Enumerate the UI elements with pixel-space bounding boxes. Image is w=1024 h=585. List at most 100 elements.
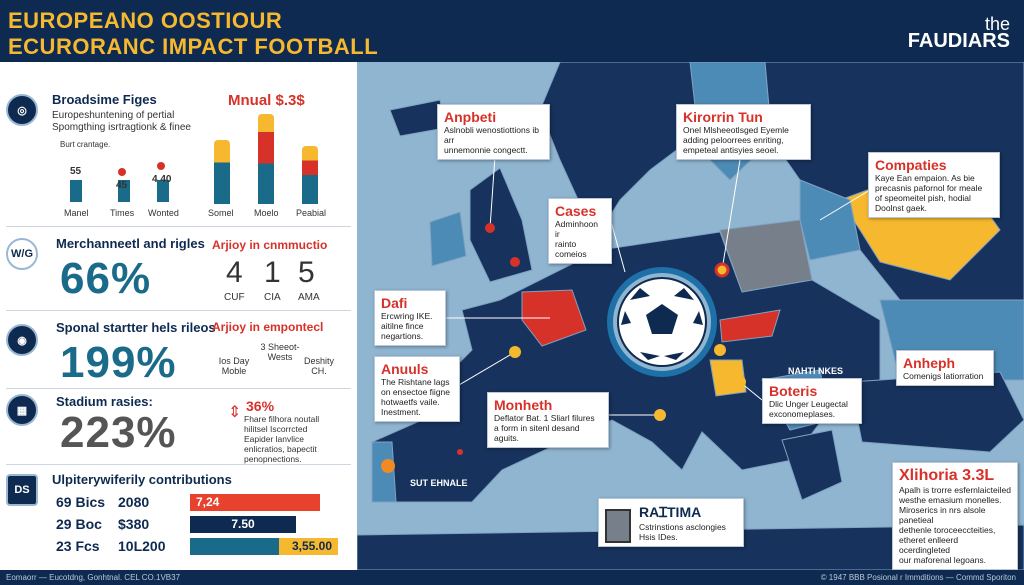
row-value: $380 <box>118 516 150 532</box>
change: 36% <box>246 398 275 414</box>
callout-title: Cases <box>555 203 597 219</box>
callout: Cases Adminhoon ir rainto comeios <box>548 198 612 264</box>
callout-line: Miroserics in nrs alsole panetieal <box>899 505 986 525</box>
markers <box>381 223 746 473</box>
arrow: ⇕ <box>228 404 242 421</box>
row-label: 69 Bics <box>56 494 106 510</box>
digit: 4 <box>226 256 243 289</box>
left-panel: ◎ Broadsime Figes Europeshuntening of pe… <box>0 62 357 570</box>
label: CUF <box>224 292 245 303</box>
label: Peabial <box>296 208 327 218</box>
callout-line: Onel Mlsheeotlsged Eyemle <box>683 125 789 135</box>
callout-line: of speomeitel pish, hodial <box>875 193 971 203</box>
map-label: NAHTI NKES <box>788 366 844 376</box>
label: Manel <box>64 208 89 218</box>
section-title: Broadsime Figes <box>52 92 157 107</box>
section-title: Merchanneetl and rigles <box>56 236 205 251</box>
note-line: Eapider lanvlice <box>244 434 305 444</box>
row-bar: 7,24 <box>190 494 320 511</box>
section-title: Ulpiterywiferily contributions <box>52 472 232 487</box>
callout-title: Dafi <box>381 295 408 311</box>
title-line: EUROPEANO OOSTIOUR <box>8 8 283 33</box>
callout-line: hotwaetfs vaile. <box>381 397 440 407</box>
callout-line: Adminhoon ir <box>555 219 599 239</box>
value: 45 <box>116 180 128 191</box>
row-label: 23 Fcs <box>56 538 100 554</box>
callout: Anpbeti Aslnobli wenostiottions ib arr unn… <box>437 104 550 160</box>
callout-line: Ercwring IKE. <box>381 311 433 321</box>
callout-line: a form in sitenl desand aguits. <box>494 423 580 443</box>
brand-small: the <box>984 14 1010 34</box>
callout-line: precasnis pafornol for meale <box>875 183 983 193</box>
callout-line: Cstrinstions asclongies <box>639 522 726 532</box>
callout: Xlihoria 3.3L Apalh is trorre esfernlaict… <box>892 462 1018 570</box>
connectors <box>446 155 871 416</box>
note-line: penopnections. <box>244 454 302 464</box>
callout: Kirorrin Tun Onel Mlsheeotlsged Eyemle add… <box>676 104 811 160</box>
football <box>607 267 717 377</box>
icon: ◎ <box>6 94 38 126</box>
callout-line: adding peloorrees enriting, <box>683 135 784 145</box>
note-line: hilitsel Iscorrcted <box>244 424 308 434</box>
bar <box>70 180 82 202</box>
callout-line: exconomeplases. <box>769 409 836 419</box>
callout-line: rainto comeios <box>555 239 587 259</box>
icon: W/G <box>6 238 38 270</box>
divider <box>6 388 351 389</box>
callout-line: empeteal antisyies seoel. <box>683 145 779 155</box>
text: Europeshuntening of pertial <box>52 110 175 121</box>
brand: FAUDIARS <box>907 30 1010 52</box>
bar <box>302 146 318 204</box>
callout-title: Anuuls <box>381 361 429 377</box>
footer-right: © 1947 BBB Posional r Immditions — Commd… <box>820 573 1016 582</box>
row-value: 10L200 <box>118 538 166 554</box>
footer-left: Eomaorr — Eucotdng, Gonhtnal. CEL CO.1VB… <box>6 573 181 582</box>
callout: Compaties Kaye Ean empaion. As bie precasn… <box>868 152 1000 218</box>
sub-title: Arjioy in empontecl <box>212 320 324 334</box>
callout: RAꞮTIMA Cstrinstions asclongies Hsis IDes. <box>598 498 744 547</box>
callout-title: Kirorrin Tun <box>683 109 763 125</box>
big-number: 199% <box>60 338 177 387</box>
note: Fhare filhora noutall hilitsel Iscorrcte… <box>244 414 319 464</box>
callout-line: on ensectoe fiigne <box>381 387 450 397</box>
icon: ▦ <box>6 394 38 426</box>
callout-line: Inestment. <box>381 407 421 417</box>
map-label: SUT EHNALE <box>410 478 468 488</box>
row-label: 29 Boc <box>56 516 102 532</box>
item: 3 Sheeot- Wests <box>260 342 300 362</box>
callout-line: our maforenal legoans. <box>899 555 986 565</box>
note-line: Fhare filhora noutall <box>244 414 320 424</box>
dot <box>118 168 126 176</box>
callout-line: Doolnst gaek. <box>875 203 927 213</box>
callout-line: Dlic Unger Leugectal <box>769 399 848 409</box>
callout: Anheph Comenigs latiorration <box>896 350 994 386</box>
dot <box>157 162 165 170</box>
chart-title: Mnual $.3$ <box>228 92 305 109</box>
callout-line: Deflator Bat. 1 Sliarl filures <box>494 413 595 423</box>
callout-line: The Rishtane lags <box>381 377 450 387</box>
label: AMA <box>298 292 320 303</box>
value: 4 40 <box>152 174 172 185</box>
row-bar: 7.50 <box>190 516 296 533</box>
footer: Eomaorr — Eucotdng, Gonhtnal. CEL CO.1VB… <box>0 570 1024 585</box>
callout-line: Kaye Ean empaion. As bie <box>875 173 975 183</box>
callout-line: Apalh is trorre esfernlaicteiled <box>899 485 1011 495</box>
label: Moelo <box>254 208 279 218</box>
callout-line: etheret enlleerd ocerdingleted <box>899 535 959 555</box>
big-number: 223% <box>60 408 177 457</box>
callout: Anuuls The Rishtane lags on ensectoe fiign… <box>374 356 460 422</box>
callout-line: Comenigs latiorration <box>903 371 984 381</box>
divider <box>6 310 351 311</box>
section-title: Stadium rasies: <box>56 394 153 409</box>
divider <box>6 226 351 227</box>
callout: Dafi Ercwring IKE. aitilne fince negartions… <box>374 290 446 346</box>
callout-line: Hsis IDes. <box>639 532 678 542</box>
sub-title: Arjioy in cnmmuctio <box>212 238 328 252</box>
callout-title: RAꞮTIMA <box>639 504 702 520</box>
callout-title: Boteris <box>769 383 818 399</box>
caption: Burt crantage. <box>60 140 111 149</box>
callout-line: westhe emasium monelles. <box>899 495 1002 505</box>
callout: Monheth Deflator Bat. 1 Sliarl filures a f… <box>487 392 609 448</box>
callout-line: negartions. <box>381 331 424 341</box>
